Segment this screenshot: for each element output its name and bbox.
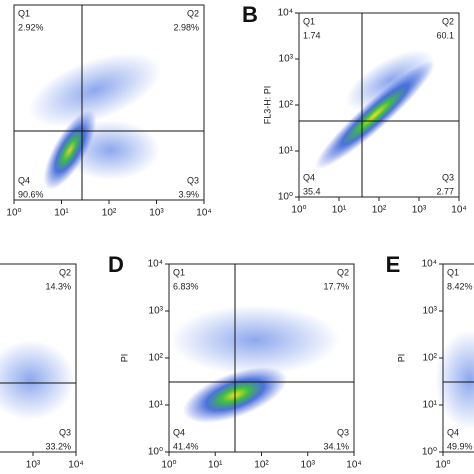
y-axis-label: FL3-H: PI xyxy=(262,86,272,125)
y-tick-label: 10³ xyxy=(149,306,164,317)
panel-label: E xyxy=(386,252,401,277)
cloud xyxy=(345,49,435,111)
x-tick-label: 10⁰ xyxy=(291,205,306,216)
quadrant-percent: 3.9% xyxy=(178,189,199,199)
quadrant-name: Q2 xyxy=(442,16,454,26)
quadrant-percent: 2.77 xyxy=(436,186,454,196)
plot-frame xyxy=(0,263,77,453)
quadrant-name: Q3 xyxy=(59,427,71,437)
density-clouds xyxy=(0,49,474,430)
quadrant-percent: 41.4% xyxy=(173,441,199,451)
x-tick-label: 10² xyxy=(102,208,117,219)
y-axis-label: PI xyxy=(396,354,406,363)
quadrant-percent: 8.42% xyxy=(447,281,473,291)
quadrant-percent: 2.98% xyxy=(173,22,199,32)
quadrant-name: Q4 xyxy=(18,175,30,185)
y-tick-label: 10⁴ xyxy=(148,259,163,270)
y-tick-label: 10¹ xyxy=(279,146,294,157)
x-tick-label: 10¹ xyxy=(208,460,223,471)
y-tick-label: 10² xyxy=(279,100,294,111)
y-tick-label: 10¹ xyxy=(149,400,164,411)
x-tick-label: 10¹ xyxy=(54,208,69,219)
y-tick-label: 10⁰ xyxy=(148,447,163,458)
quadrant-percent: 17.7% xyxy=(323,281,349,291)
quadrant-percent: 33.2% xyxy=(45,441,71,451)
x-tick-label: 10⁴ xyxy=(346,460,361,471)
quadrant-name: Q3 xyxy=(442,172,454,182)
cloud xyxy=(435,330,474,430)
y-tick-label: 10³ xyxy=(423,306,438,317)
quadrant-percent: 49.9% xyxy=(447,441,473,451)
quadrant-percent: 2.92% xyxy=(18,22,44,32)
y-tick-label: 10⁰ xyxy=(422,447,437,458)
y-tick-label: 10² xyxy=(149,353,164,364)
y-tick-label: 10² xyxy=(423,353,438,364)
x-tick-label: 10⁴ xyxy=(451,205,466,216)
y-axis-label: PI xyxy=(119,354,129,363)
quadrant-name: Q3 xyxy=(337,427,349,437)
quadrant-name: Q4 xyxy=(303,172,315,182)
quadrant-name: Q4 xyxy=(173,427,185,437)
quadrant-percent: 34.1% xyxy=(323,441,349,451)
panel-label: B xyxy=(242,2,258,27)
y-tick-label: 10⁰ xyxy=(278,192,293,203)
y-tick-label: 10³ xyxy=(279,54,294,65)
quadrant-name: Q1 xyxy=(303,16,315,26)
x-tick-label: 10³ xyxy=(412,205,427,216)
quadrant-name: Q1 xyxy=(173,267,185,277)
quadrant-name: Q2 xyxy=(337,267,349,277)
quadrant-name: Q2 xyxy=(187,8,199,18)
x-tick-label: 10² xyxy=(372,205,387,216)
cloud xyxy=(60,120,160,180)
x-tick-label: 10⁴ xyxy=(196,208,211,219)
y-tick-label: 10⁴ xyxy=(422,259,437,270)
cloud xyxy=(0,340,75,420)
x-tick-label: 10³ xyxy=(149,208,164,219)
quadrant-percent: 90.6% xyxy=(18,189,44,199)
quadrant-percent: 14.3% xyxy=(45,281,71,291)
quadrant-name: Q2 xyxy=(59,267,71,277)
quadrant-percent: 1.74 xyxy=(303,30,321,40)
x-tick-label: 10³ xyxy=(301,460,316,471)
cloud xyxy=(28,53,162,127)
quadrant-percent: 60.1 xyxy=(436,30,454,40)
x-tick-label: 10⁰ xyxy=(161,460,176,471)
quadrant-percent: 6.83% xyxy=(173,281,199,291)
x-tick-label: 10² xyxy=(254,460,269,471)
cloud xyxy=(170,305,340,375)
panel-label: D xyxy=(108,252,124,277)
x-tick-label: 10⁰ xyxy=(435,460,450,471)
quadrant-name: Q1 xyxy=(447,267,459,277)
y-tick-label: 10⁴ xyxy=(278,8,293,19)
x-tick-label: 10⁰ xyxy=(6,208,21,219)
y-tick-label: 10¹ xyxy=(423,400,438,411)
x-tick-label: 10¹ xyxy=(332,205,347,216)
x-tick-label: 10⁴ xyxy=(68,460,83,471)
quadrant-name: Q1 xyxy=(18,8,30,18)
quadrant-name: Q4 xyxy=(447,427,459,437)
quadrant-percent: 35.4 xyxy=(303,186,321,196)
quadrant-name: Q3 xyxy=(187,175,199,185)
x-tick-label: 10³ xyxy=(26,460,41,471)
